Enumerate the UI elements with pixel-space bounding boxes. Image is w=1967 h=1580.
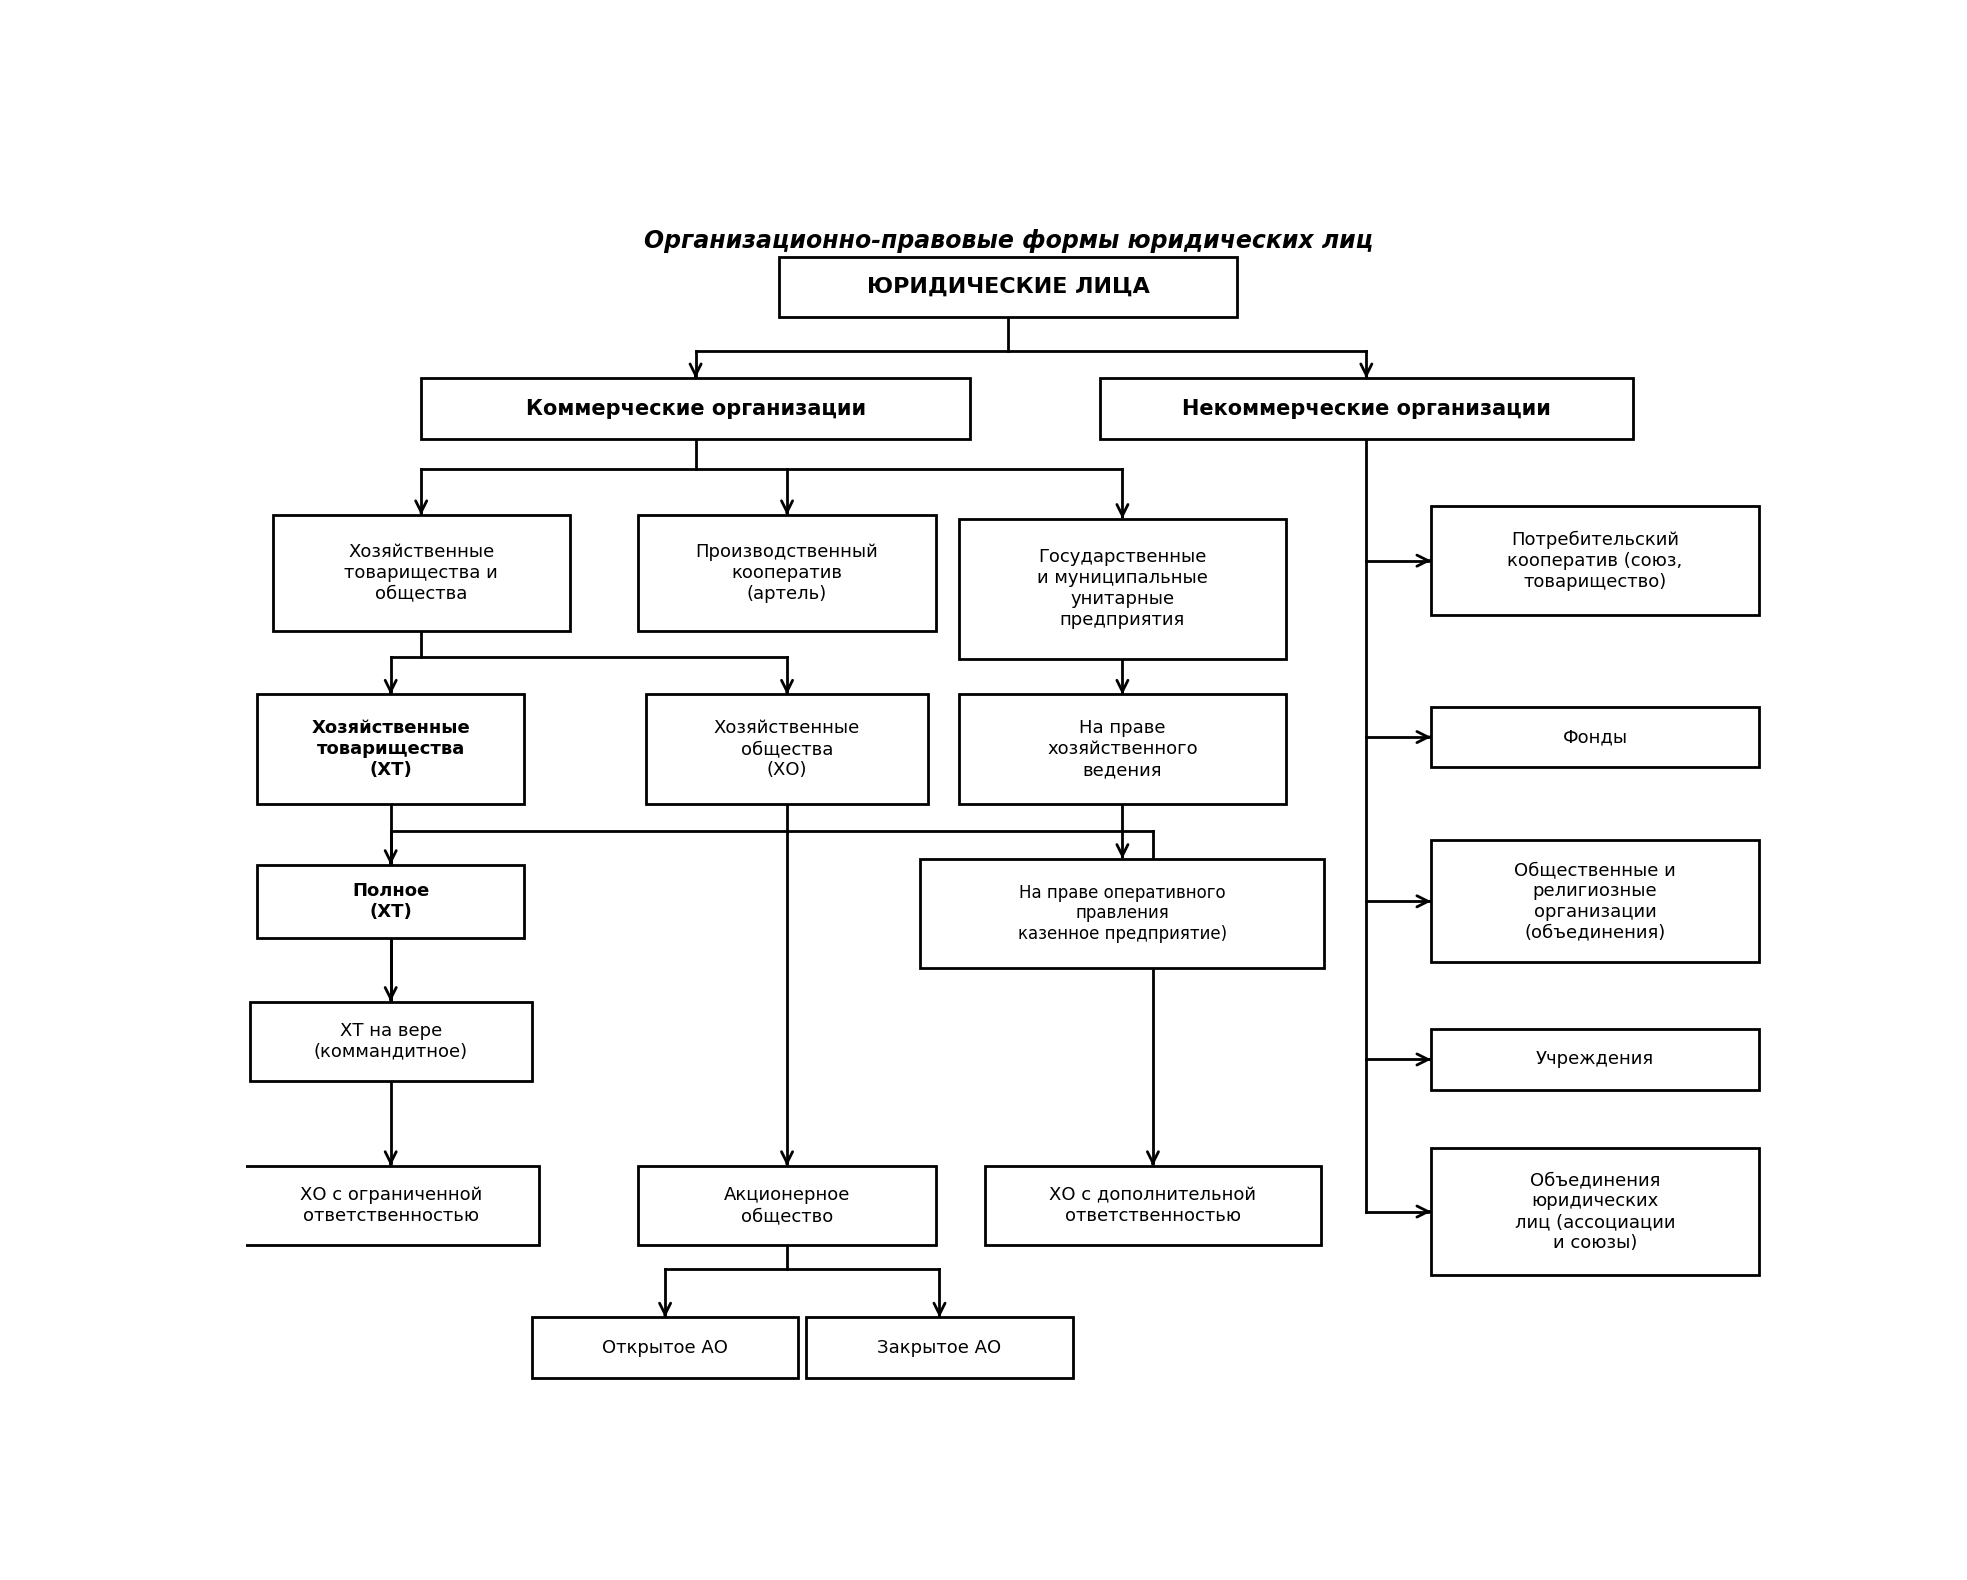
FancyBboxPatch shape [1432, 1147, 1758, 1275]
FancyBboxPatch shape [985, 1166, 1320, 1245]
Text: ХТ на вере
(коммандитное): ХТ на вере (коммандитное) [313, 1022, 468, 1060]
FancyBboxPatch shape [639, 515, 936, 630]
Text: Организационно-правовые формы юридических лиц: Организационно-правовые формы юридически… [643, 229, 1373, 253]
Text: Акционерное
общество: Акционерное общество [724, 1187, 850, 1224]
Text: На праве оперативного
правления
казенное предприятие): На праве оперативного правления казенное… [1017, 883, 1227, 943]
Text: Потребительский
кооператив (союз,
товарищество): Потребительский кооператив (союз, товари… [1507, 531, 1682, 591]
Text: Коммерческие организации: Коммерческие организации [525, 398, 865, 419]
Text: Открытое АО: Открытое АО [602, 1338, 728, 1357]
Text: Закрытое АО: Закрытое АО [877, 1338, 1001, 1357]
FancyBboxPatch shape [1100, 378, 1633, 439]
Text: Общественные и
религиозные
организации
(объединения): Общественные и религиозные организации (… [1515, 861, 1676, 942]
Text: Полное
(ХТ): Полное (ХТ) [352, 882, 429, 921]
Text: Учреждения: Учреждения [1536, 1051, 1654, 1068]
FancyBboxPatch shape [421, 378, 970, 439]
Text: ХО с дополнительной
ответственностью: ХО с дополнительной ответственностью [1050, 1187, 1257, 1224]
FancyBboxPatch shape [258, 864, 523, 939]
FancyBboxPatch shape [958, 518, 1286, 659]
Text: Фонды: Фонды [1562, 728, 1627, 746]
Text: Хозяйственные
товарищества
(ХТ): Хозяйственные товарищества (ХТ) [311, 719, 470, 779]
Text: Государственные
и муниципальные
унитарные
предприятия: Государственные и муниципальные унитарны… [1037, 548, 1208, 629]
FancyBboxPatch shape [250, 1002, 531, 1081]
FancyBboxPatch shape [242, 1166, 539, 1245]
FancyBboxPatch shape [1432, 506, 1758, 616]
Text: Производственный
кооператив
(артель): Производственный кооператив (артель) [696, 544, 879, 602]
FancyBboxPatch shape [639, 1166, 936, 1245]
Text: ХО с ограниченной
ответственностью: ХО с ограниченной ответственностью [299, 1187, 482, 1224]
Text: Хозяйственные
общества
(ХО): Хозяйственные общества (ХО) [714, 719, 860, 779]
FancyBboxPatch shape [1432, 1029, 1758, 1090]
FancyBboxPatch shape [273, 515, 570, 630]
FancyBboxPatch shape [779, 256, 1237, 318]
Text: ЮРИДИЧЕСКИЕ ЛИЦА: ЮРИДИЧЕСКИЕ ЛИЦА [867, 276, 1149, 297]
FancyBboxPatch shape [921, 858, 1324, 969]
FancyBboxPatch shape [958, 695, 1286, 804]
FancyBboxPatch shape [531, 1318, 799, 1378]
Text: Объединения
юридических
лиц (ассоциации
и союзы): Объединения юридических лиц (ассоциации … [1515, 1171, 1676, 1251]
Text: На праве
хозяйственного
ведения: На праве хозяйственного ведения [1046, 719, 1198, 779]
Text: Хозяйственные
товарищества и
общества: Хозяйственные товарищества и общества [344, 544, 498, 602]
FancyBboxPatch shape [1432, 841, 1758, 962]
Text: Некоммерческие организации: Некоммерческие организации [1182, 398, 1550, 419]
FancyBboxPatch shape [645, 695, 928, 804]
FancyBboxPatch shape [806, 1318, 1072, 1378]
FancyBboxPatch shape [1432, 706, 1758, 768]
FancyBboxPatch shape [258, 695, 523, 804]
